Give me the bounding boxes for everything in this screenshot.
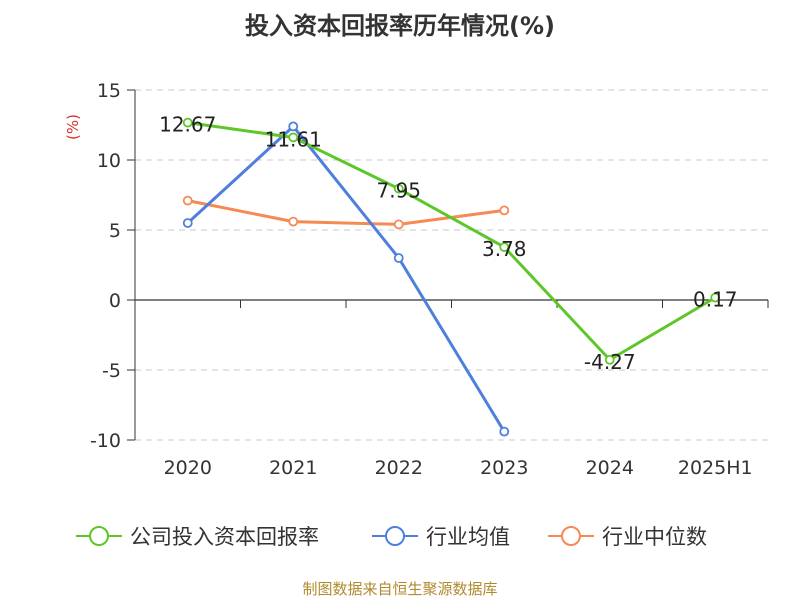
data-point bbox=[604, 354, 615, 365]
data-label: 12.67 bbox=[159, 113, 216, 137]
x-tick-label: 2025H1 bbox=[678, 457, 753, 479]
legend-label: 行业均值 bbox=[426, 525, 510, 549]
legend-marker-icon bbox=[548, 526, 594, 546]
series-line bbox=[187, 121, 717, 362]
x-tick-label: 2024 bbox=[586, 457, 634, 479]
data-label: -4.27 bbox=[584, 350, 636, 374]
data-point bbox=[182, 195, 193, 206]
legend-item-industry-median[interactable]: 行业中位数 bbox=[546, 521, 707, 551]
data-point bbox=[393, 253, 404, 263]
legend-item-company-roic[interactable]: 公司投入资本回报率 bbox=[74, 521, 319, 551]
data-point bbox=[393, 219, 404, 230]
data-label: 11.61 bbox=[265, 127, 322, 151]
y-tick-label: 15 bbox=[97, 80, 121, 102]
data-label: 3.78 bbox=[482, 237, 527, 261]
data-point bbox=[499, 242, 510, 252]
series-lines bbox=[182, 117, 721, 437]
y-tick-label: 0 bbox=[109, 290, 121, 312]
legend-label: 公司投入资本回报率 bbox=[130, 525, 319, 549]
y-tick-label: -5 bbox=[102, 360, 121, 382]
legend-marker-icon bbox=[372, 526, 418, 546]
data-point bbox=[288, 216, 299, 227]
data-point bbox=[288, 132, 299, 143]
x-tick-label: 2020 bbox=[164, 457, 212, 479]
data-point bbox=[499, 426, 510, 437]
data-point bbox=[393, 183, 404, 194]
x-tick-label: 2022 bbox=[375, 457, 423, 479]
y-axis-label: (%) bbox=[64, 114, 82, 140]
data-point bbox=[710, 292, 721, 303]
data-point bbox=[182, 218, 193, 228]
source-note: 制图数据来自恒生聚源数据库 bbox=[302, 580, 498, 598]
legend-item-industry-mean[interactable]: 行业均值 bbox=[370, 521, 510, 551]
data-labels: 12.67 11.61 7.95 3.78 -4.27 0.17 bbox=[159, 113, 737, 374]
y-tick-label: -10 bbox=[90, 430, 121, 452]
legend-marker-icon bbox=[76, 526, 122, 546]
x-tick-label: 2021 bbox=[269, 457, 317, 479]
y-tick-label: 10 bbox=[97, 150, 121, 172]
data-label: 0.17 bbox=[693, 288, 738, 312]
y-tick-label: 5 bbox=[109, 220, 121, 242]
x-tick-label: 2023 bbox=[480, 457, 528, 479]
legend-label: 行业中位数 bbox=[602, 525, 707, 549]
series-line bbox=[186, 124, 506, 433]
data-point bbox=[182, 117, 193, 128]
axes: 15 10 5 0 -5 -10 2020 2021 2022 2023 2024 2025H1 (%) bbox=[64, 80, 769, 479]
chart-title: 投入资本回报率历年情况(%) bbox=[245, 12, 555, 40]
gridlines bbox=[135, 89, 768, 441]
data-point bbox=[288, 121, 299, 132]
data-label: 7.95 bbox=[376, 179, 421, 203]
data-point bbox=[499, 205, 510, 216]
